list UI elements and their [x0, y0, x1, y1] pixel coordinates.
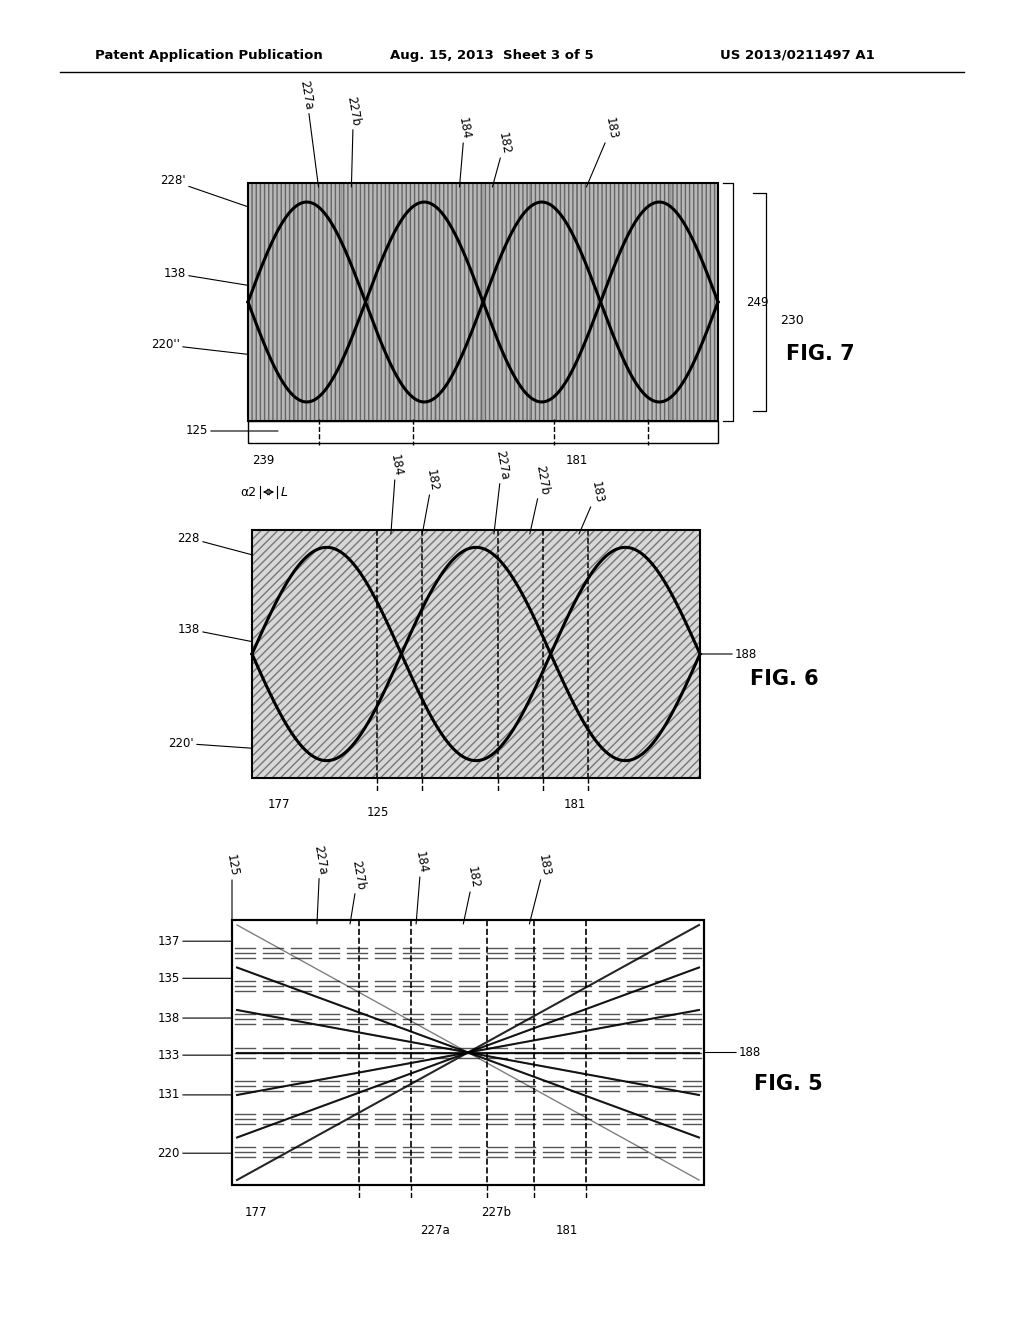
Text: 177: 177 [267, 797, 290, 810]
Text: 230: 230 [780, 314, 804, 326]
Bar [389, 183, 436, 421]
Text: 131: 131 [158, 1089, 232, 1101]
Bar [624, 183, 671, 421]
Text: 135: 135 [158, 972, 232, 985]
Text: 182: 182 [493, 131, 513, 187]
Text: 183: 183 [587, 116, 620, 187]
Text: 220'': 220'' [152, 338, 248, 354]
Text: 181: 181 [556, 1225, 579, 1238]
Text: 125: 125 [223, 853, 241, 924]
Bar [248, 183, 295, 421]
Text: 133: 133 [158, 1048, 232, 1061]
Bar [342, 183, 389, 421]
Text: US 2013/0211497 A1: US 2013/0211497 A1 [720, 49, 874, 62]
Bar [436, 183, 483, 421]
Text: 184: 184 [456, 116, 473, 187]
Bar [577, 183, 624, 421]
Text: α2: α2 [240, 486, 256, 499]
Text: Aug. 15, 2013  Sheet 3 of 5: Aug. 15, 2013 Sheet 3 of 5 [390, 49, 594, 62]
Bar [232, 920, 705, 1185]
Text: 220: 220 [158, 1147, 232, 1160]
Text: 239: 239 [252, 454, 274, 467]
Text: 182: 182 [463, 865, 481, 924]
Text: 227b: 227b [344, 95, 362, 187]
Text: 183: 183 [579, 480, 605, 535]
Text: 188: 188 [705, 1045, 761, 1059]
Text: 182: 182 [422, 467, 440, 535]
Text: 125: 125 [367, 807, 389, 820]
Text: 184: 184 [387, 453, 404, 535]
Text: 137: 137 [158, 935, 232, 948]
Text: 228: 228 [177, 532, 252, 554]
Text: FIG. 7: FIG. 7 [786, 345, 855, 364]
Text: 184: 184 [413, 850, 429, 924]
Text: 138: 138 [178, 623, 252, 642]
Text: 177: 177 [245, 1206, 267, 1220]
Text: Patent Application Publication: Patent Application Publication [95, 49, 323, 62]
Text: FIG. 6: FIG. 6 [750, 669, 818, 689]
Bar [483, 183, 530, 421]
Text: 188: 188 [700, 648, 758, 660]
Bar [232, 920, 705, 1185]
Text: 227a: 227a [298, 79, 318, 187]
Text: 181: 181 [563, 797, 586, 810]
Text: 125: 125 [185, 425, 278, 437]
Bar [530, 183, 577, 421]
Text: L: L [281, 486, 288, 499]
Text: 227b: 227b [481, 1206, 511, 1220]
Bar [252, 531, 700, 777]
Bar [248, 421, 718, 444]
Text: FIG. 5: FIG. 5 [754, 1074, 822, 1094]
Text: 181: 181 [566, 454, 588, 467]
Text: 227a: 227a [420, 1225, 450, 1238]
Bar [248, 183, 718, 421]
Text: 249: 249 [746, 296, 768, 309]
Text: 228': 228' [161, 174, 248, 207]
Bar [671, 183, 718, 421]
Text: 227a: 227a [311, 845, 329, 924]
Text: 138: 138 [158, 1011, 232, 1024]
Bar [295, 183, 342, 421]
Text: 138: 138 [164, 267, 248, 285]
Bar [252, 531, 700, 777]
Text: 227b: 227b [349, 859, 367, 924]
Text: 227a: 227a [493, 449, 511, 535]
Text: 227b: 227b [529, 465, 551, 535]
Text: 220': 220' [168, 737, 252, 750]
Text: 183: 183 [529, 853, 553, 924]
